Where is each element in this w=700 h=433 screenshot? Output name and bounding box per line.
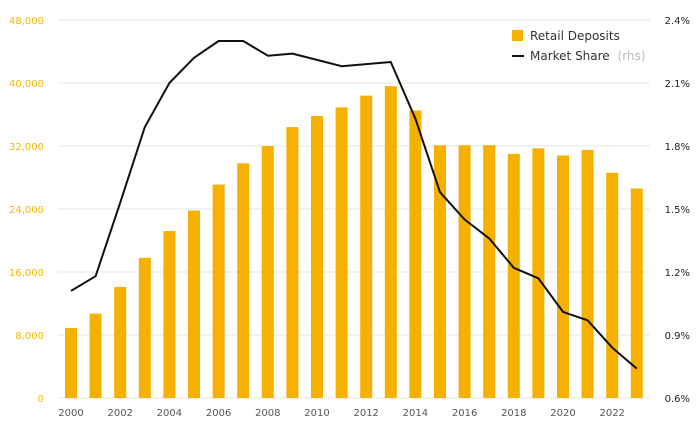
bar-2009 [286, 127, 299, 398]
x-tick-label-2022: 2022 [599, 408, 624, 419]
bar-2003 [138, 257, 151, 398]
left-tick-label-3: 24,000 [9, 205, 44, 216]
svg-text:Market Share (rhs): Market Share (rhs) [530, 49, 645, 63]
x-tick-label-2010: 2010 [304, 408, 329, 419]
gridlines [58, 19, 650, 399]
bar-2001 [89, 313, 102, 398]
bar-2010 [311, 116, 323, 398]
bars [65, 86, 643, 399]
legend-label-market-share: Market Share [530, 49, 610, 63]
bar-2006 [212, 184, 225, 398]
right-tick-label-2: 1.2% [665, 268, 690, 279]
x-tick-label-2004: 2004 [157, 408, 182, 419]
left-tick-label-2: 16,000 [9, 268, 44, 279]
right-tick-label-6: 2.4% [665, 16, 690, 27]
bar-2004 [163, 231, 176, 398]
bar-2008 [261, 146, 274, 398]
x-tick-label-2020: 2020 [550, 408, 575, 419]
legend: Retail Deposits Market Share (rhs) [512, 29, 645, 63]
bar-2022 [606, 172, 619, 398]
bar-2021 [581, 149, 594, 398]
x-tick-label-2000: 2000 [58, 408, 83, 419]
bar-2012 [360, 95, 373, 398]
left-tick-label-1: 8,000 [15, 331, 44, 342]
market-share-line [70, 40, 638, 370]
bar-2002 [114, 286, 127, 398]
bar-2007 [237, 163, 250, 398]
x-tick-label-2002: 2002 [107, 408, 132, 419]
x-axis-ticks: 2000 2002 2004 2006 2008 2010 2012 2014 2016 2018… [58, 408, 625, 419]
x-tick-label-2012: 2012 [353, 408, 378, 419]
right-tick-label-3: 1.5% [665, 205, 690, 216]
right-tick-label-5: 2.1% [665, 79, 690, 90]
left-axis-ticks: 0 8,000 16,000 24,000 32,000 40,000 48,000 [9, 16, 44, 405]
x-tick-label-2006: 2006 [206, 408, 231, 419]
bar-2013 [384, 86, 397, 399]
bar-2019 [532, 148, 545, 398]
legend-note-rhs: (rhs) [618, 49, 646, 63]
x-tick-label-2008: 2008 [255, 408, 280, 419]
legend-swatch-retail-deposits [512, 30, 523, 41]
market-share-line-group [70, 40, 638, 370]
right-axis-ticks: 0.6% 0.9% 1.2% 1.5% 1.8% 2.1% 2.4% [665, 16, 690, 405]
left-tick-label-0: 0 [38, 394, 44, 405]
x-tick-label-2018: 2018 [501, 408, 526, 419]
bar-2015 [434, 145, 446, 398]
left-tick-label-6: 48,000 [9, 16, 44, 27]
bar-2020 [557, 155, 569, 398]
right-tick-label-0: 0.6% [665, 394, 690, 405]
x-tick-label-2016: 2016 [452, 408, 477, 419]
right-tick-label-4: 1.8% [665, 142, 690, 153]
x-tick-label-2014: 2014 [403, 408, 428, 419]
legend-label-retail-deposits: Retail Deposits [530, 29, 620, 43]
bar-2017 [483, 145, 496, 398]
bar-2011 [335, 107, 348, 398]
bar-2018 [507, 153, 520, 398]
bar-2014 [409, 110, 422, 398]
right-tick-label-1: 0.9% [665, 331, 690, 342]
left-tick-label-5: 40,000 [9, 79, 44, 90]
bar-2005 [188, 210, 200, 398]
bar-2023 [630, 188, 643, 398]
bar-2000 [65, 327, 77, 398]
left-tick-label-4: 32,000 [9, 142, 44, 153]
bar-2016 [458, 145, 471, 398]
